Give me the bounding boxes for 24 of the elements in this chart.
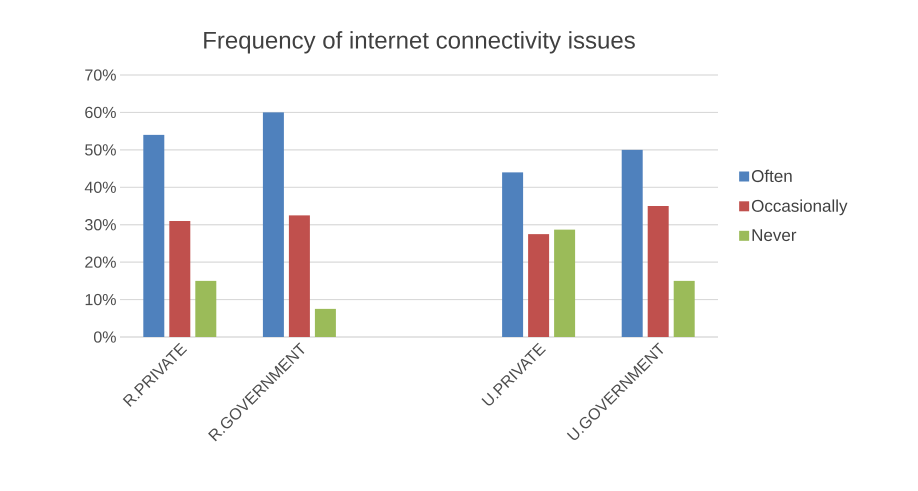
y-tick-label: 20% — [85, 256, 116, 268]
bar — [648, 206, 669, 337]
y-tick-label: 50% — [85, 144, 116, 156]
y-tick-label: 70% — [85, 69, 116, 81]
y-tick-label: 30% — [85, 219, 116, 230]
bar — [169, 220, 190, 337]
y-tick-label: 10% — [86, 294, 116, 306]
chart-title: Frequency of internet connectivity issues — [204, 31, 635, 54]
bar — [314, 308, 336, 337]
bar — [502, 172, 524, 337]
bar — [143, 134, 164, 337]
bar — [262, 112, 284, 337]
bar — [288, 215, 310, 337]
y-tick-label: 40% — [84, 182, 116, 193]
legend-label: Often — [752, 170, 792, 182]
bar — [554, 230, 576, 337]
legend-label: Never — [752, 229, 796, 242]
bar — [622, 150, 643, 337]
y-tick-label: 60% — [85, 106, 116, 118]
y-tick-label: 0% — [94, 331, 116, 343]
legend-label: Occasionally — [752, 199, 848, 216]
bar — [195, 280, 216, 337]
bar — [674, 280, 695, 337]
bar — [528, 234, 550, 337]
